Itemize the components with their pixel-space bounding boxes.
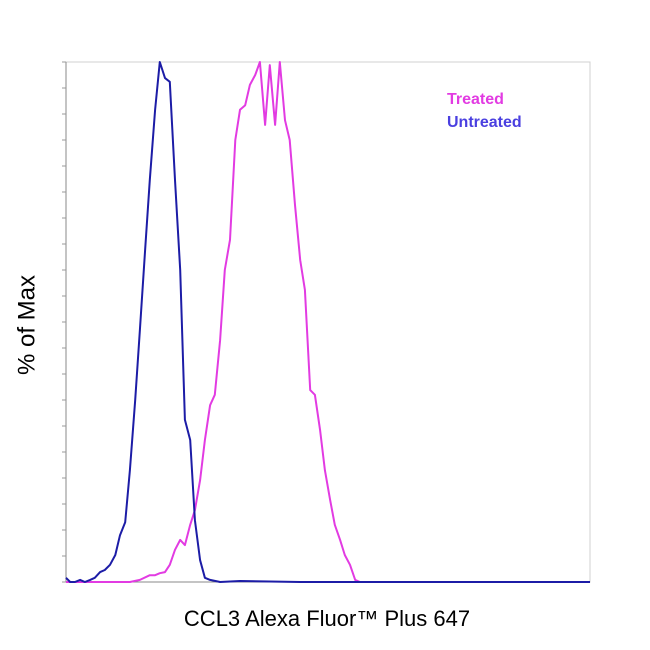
legend-label: Treated	[447, 91, 504, 108]
series-line	[65, 61, 590, 583]
series-line	[66, 61, 590, 583]
legend-label: Untreated	[447, 114, 522, 131]
y-axis-label: % of Max	[13, 275, 40, 375]
x-axis-label: CCL3 Alexa Fluor™ Plus 647	[184, 606, 470, 631]
plot-frame	[65, 61, 591, 583]
